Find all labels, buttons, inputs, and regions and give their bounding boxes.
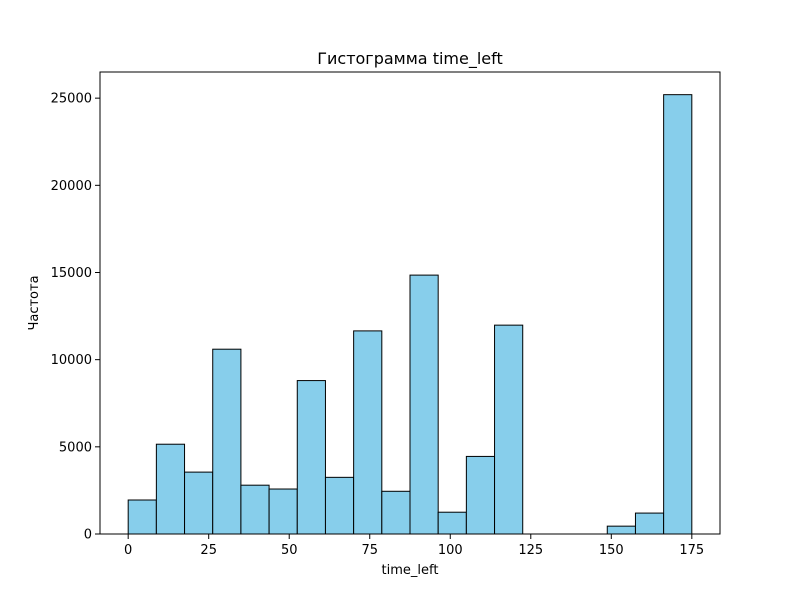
histogram-bar [155,443,186,535]
y-tick-label: 0 [84,528,92,543]
histogram-bar [381,490,411,535]
histogram-bar [494,324,524,535]
histogram-bar [606,525,636,535]
histogram-bar [324,476,355,535]
histogram-bar [409,274,439,535]
x-tick-label: 175 [679,543,704,558]
histogram-bar [663,94,693,535]
x-tick-label: 100 [438,543,463,558]
histogram-bar [465,455,496,535]
x-axis-label: time_left [382,563,439,578]
histogram-bar [353,330,383,535]
y-tick-label: 15000 [51,266,92,281]
histogram-bar [437,511,467,535]
y-axis-ticks: 0 5000 10000 15000 20000 25000 [51,92,100,543]
chart-title: Гистограмма time_left [317,49,503,69]
y-tick-label: 20000 [51,179,92,194]
histogram-bar [296,380,326,535]
x-tick-label: 50 [281,543,298,558]
x-tick-label: 125 [518,543,543,558]
y-tick-label: 25000 [51,92,92,107]
histogram-bar [240,484,270,535]
y-axis-label: Частота [27,275,42,330]
y-tick-label: 10000 [51,353,92,368]
x-tick-label: 25 [200,543,217,558]
histogram-bar [212,348,242,535]
bars-group [127,94,693,535]
y-tick-label: 5000 [59,440,92,455]
plot-frame [99,71,721,535]
x-axis-ticks: 0 25 50 75 100 125 150 175 [124,534,704,558]
x-tick-label: 0 [124,543,132,558]
histogram-bar [268,488,298,535]
x-tick-label: 150 [599,543,624,558]
histogram-bar [634,512,665,535]
histogram-bar [127,499,157,535]
histogram-bar [184,471,214,535]
x-tick-label: 75 [361,543,378,558]
